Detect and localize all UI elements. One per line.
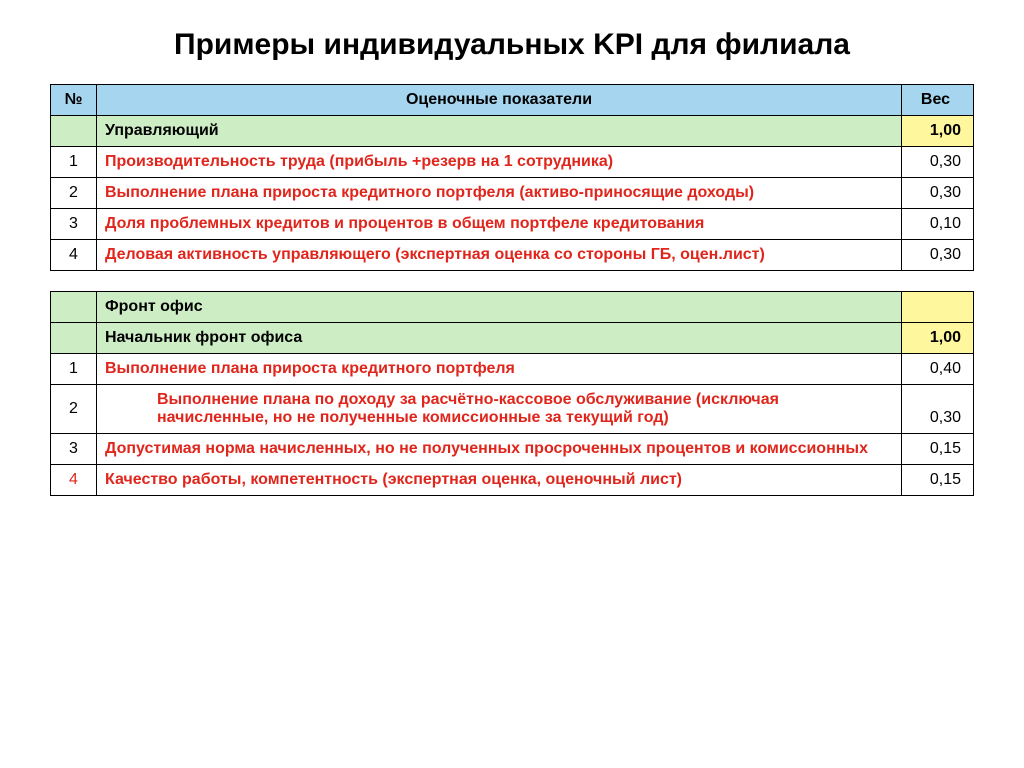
subheader-row: Управляющий 1,00: [51, 116, 974, 147]
row-weight: 0,30: [902, 240, 974, 271]
row-text: Выполнение плана прироста кредитного пор…: [97, 354, 902, 385]
table-row: 4 Деловая активность управляющего (экспе…: [51, 240, 974, 271]
subheader-total: 1,00: [902, 323, 974, 354]
row-text: Качество работы, компетентность (эксперт…: [97, 465, 902, 496]
subheader-row: Начальник фронт офиса 1,00: [51, 323, 974, 354]
row-text: Производительность труда (прибыль +резер…: [97, 147, 902, 178]
row-num: 2: [51, 178, 97, 209]
row-num: 3: [51, 434, 97, 465]
group-row: Фронт офис: [51, 292, 974, 323]
table-row: 3 Допустимая норма начисленных, но не по…: [51, 434, 974, 465]
row-text: Доля проблемных кредитов и процентов в о…: [97, 209, 902, 240]
row-num: 3: [51, 209, 97, 240]
table-row: 4 Качество работы, компетентность (экспе…: [51, 465, 974, 496]
row-num: 2: [51, 385, 97, 434]
header-weight: Вес: [902, 85, 974, 116]
row-text: Допустимая норма начисленных, но не полу…: [97, 434, 902, 465]
row-weight: 0,30: [902, 178, 974, 209]
row-weight: 0,40: [902, 354, 974, 385]
table-row: 1 Производительность труда (прибыль +рез…: [51, 147, 974, 178]
row-text: Выполнение плана прироста кредитного пор…: [97, 178, 902, 209]
subheader-num: [51, 323, 97, 354]
row-weight: 0,30: [902, 385, 974, 434]
group-label: Фронт офис: [97, 292, 902, 323]
subheader-label: Управляющий: [97, 116, 902, 147]
kpi-table-2: Фронт офис Начальник фронт офиса 1,00 1 …: [50, 291, 974, 496]
header-row: № Оценочные показатели Вес: [51, 85, 974, 116]
subheader-label: Начальник фронт офиса: [97, 323, 902, 354]
subheader-total: 1,00: [902, 116, 974, 147]
table-row: 1 Выполнение плана прироста кредитного п…: [51, 354, 974, 385]
row-num: 1: [51, 354, 97, 385]
group-num: [51, 292, 97, 323]
group-total: [902, 292, 974, 323]
row-weight: 0,15: [902, 465, 974, 496]
header-num: №: [51, 85, 97, 116]
row-weight: 0,10: [902, 209, 974, 240]
row-weight: 0,15: [902, 434, 974, 465]
header-indicators: Оценочные показатели: [97, 85, 902, 116]
table-row: 3 Доля проблемных кредитов и процентов в…: [51, 209, 974, 240]
subheader-num: [51, 116, 97, 147]
row-weight: 0,30: [902, 147, 974, 178]
row-text: Выполнение плана по доходу за расчётно-к…: [97, 385, 902, 434]
row-num: 4: [51, 465, 97, 496]
row-text: Деловая активность управляющего (эксперт…: [97, 240, 902, 271]
row-num: 4: [51, 240, 97, 271]
kpi-table-1: № Оценочные показатели Вес Управляющий 1…: [50, 84, 974, 271]
table-row: 2 Выполнение плана по доходу за расчётно…: [51, 385, 974, 434]
row-num: 1: [51, 147, 97, 178]
table-row: 2 Выполнение плана прироста кредитного п…: [51, 178, 974, 209]
page-title: Примеры индивидуальных KPI для филиала: [50, 28, 974, 62]
